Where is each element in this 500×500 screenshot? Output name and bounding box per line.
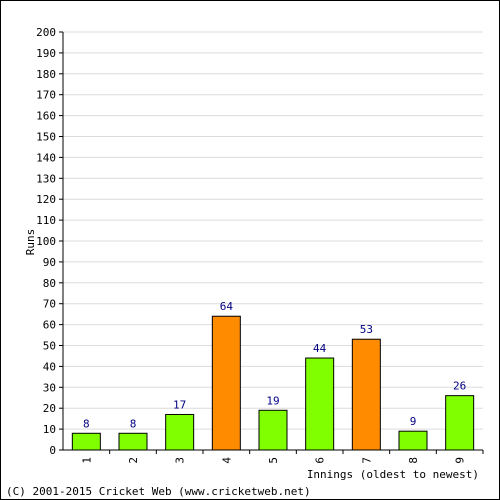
y-tick-label: 180 xyxy=(36,68,56,81)
x-tick-label: 8 xyxy=(407,457,420,464)
y-tick-label: 70 xyxy=(43,298,56,311)
y-tick-label: 10 xyxy=(43,423,56,436)
y-tick-label: 60 xyxy=(43,319,56,332)
data-label: 64 xyxy=(220,300,234,313)
bar xyxy=(118,432,148,451)
bar xyxy=(305,357,335,451)
bar xyxy=(351,338,381,451)
axes xyxy=(59,31,484,454)
y-tick-label: 80 xyxy=(43,277,56,290)
labels: 0 10 20 30 40 50 60 70 80 90 100 110 120 130 140 150 160… xyxy=(36,26,467,464)
data-label: 26 xyxy=(453,380,466,393)
data-label: 8 xyxy=(130,417,137,430)
copyright-footer: (C) 2001-2015 Cricket Web (www.cricketwe… xyxy=(6,485,311,498)
bar xyxy=(165,413,195,451)
y-tick-label: 20 xyxy=(43,402,56,415)
data-label: 44 xyxy=(313,342,327,355)
bar xyxy=(398,430,428,451)
x-tick-label: 2 xyxy=(127,457,140,464)
x-tick-label: 5 xyxy=(267,457,280,464)
bar xyxy=(445,395,475,451)
bar xyxy=(258,409,288,451)
y-tick-label: 170 xyxy=(36,89,56,102)
y-tick-label: 190 xyxy=(36,47,56,60)
data-label: 17 xyxy=(173,398,186,411)
y-tick-label: 150 xyxy=(36,131,56,144)
x-tick-label: 6 xyxy=(314,457,327,464)
y-tick-label: 160 xyxy=(36,110,56,123)
x-tick-label: 9 xyxy=(454,457,467,464)
x-tick-label: 7 xyxy=(360,457,373,464)
data-label: 8 xyxy=(83,417,90,430)
y-tick-label: 40 xyxy=(43,360,56,373)
x-tick-label: 1 xyxy=(80,457,93,464)
bar xyxy=(71,432,101,451)
y-tick-label: 130 xyxy=(36,172,56,185)
data-label: 9 xyxy=(410,415,417,428)
y-axis-title: Runs xyxy=(24,229,37,256)
y-tick-label: 50 xyxy=(43,340,56,353)
y-tick-label: 30 xyxy=(43,381,56,394)
x-tick-label: 4 xyxy=(220,457,233,464)
data-label: 19 xyxy=(266,394,279,407)
x-axis-title: Innings (oldest to newest) xyxy=(307,468,479,481)
y-tick-label: 90 xyxy=(43,256,56,269)
x-tick-label: 3 xyxy=(174,457,187,464)
y-tick-label: 0 xyxy=(49,444,56,457)
y-tick-label: 120 xyxy=(36,193,56,206)
y-tick-label: 100 xyxy=(36,235,56,248)
y-tick-label: 110 xyxy=(36,214,56,227)
grid-lines xyxy=(63,31,483,430)
y-tick-label: 140 xyxy=(36,151,56,164)
y-tick-label: 200 xyxy=(36,26,56,39)
bar xyxy=(211,315,241,451)
data-label: 53 xyxy=(360,323,373,336)
